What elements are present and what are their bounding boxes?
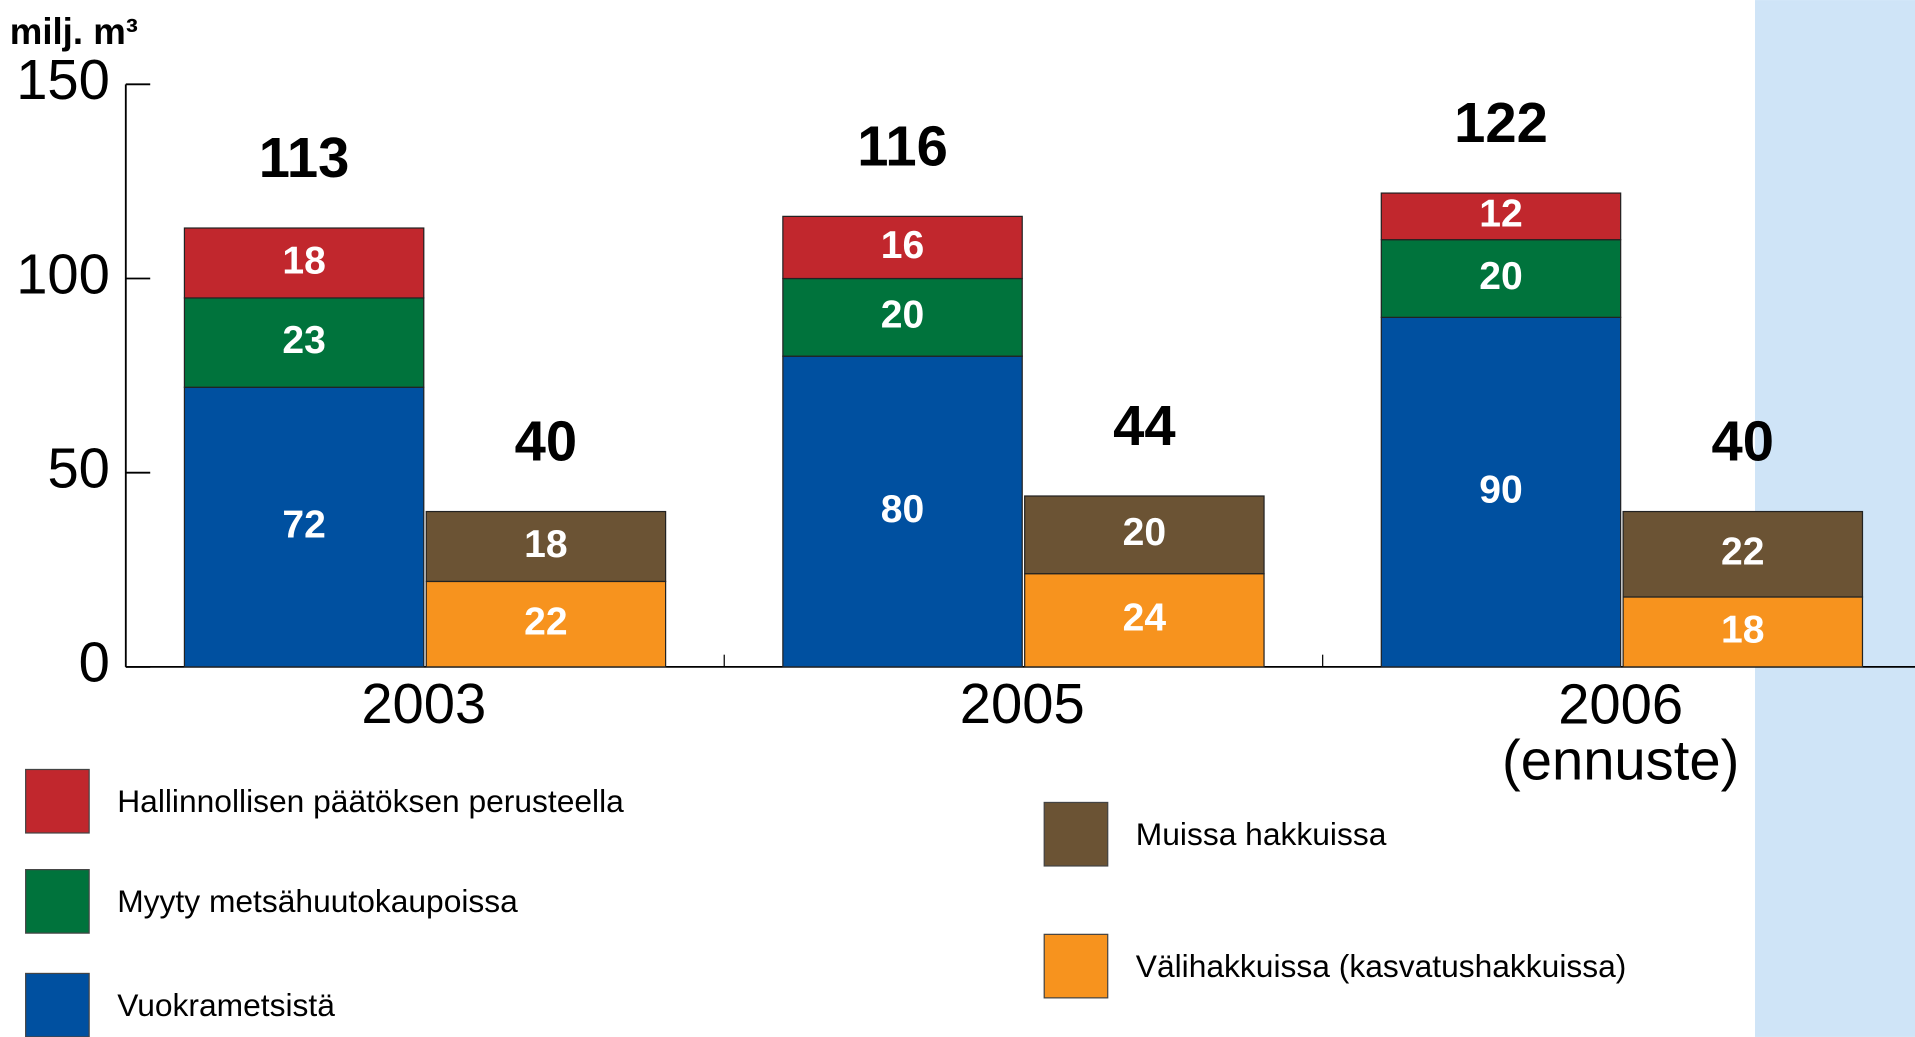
segment-label: 80 [881,488,924,531]
segment-label: 18 [1721,608,1764,651]
total-label: 40 [515,409,577,472]
x-tick-label-line: (ennuste) [1502,728,1739,791]
y-tick-label: 0 [79,631,110,694]
legend-label: Muissa hakkuissa [1136,816,1387,852]
segment-label: 16 [881,224,924,267]
bar-segment [425,510,667,583]
y-tick-label: 150 [16,48,110,111]
legend-swatch [25,869,90,934]
bar-segment [1380,316,1622,668]
x-tick-label: 2003 [361,672,486,735]
legend-swatch [25,768,90,834]
x-tick-label-line: 2006 [1558,672,1683,735]
bar-segment [1024,573,1265,668]
segment-label: 22 [524,600,567,643]
segment-label: 22 [1721,531,1764,574]
bar-segment [1380,192,1622,241]
segment-label: 18 [282,239,325,282]
legend-swatch [25,972,90,1037]
bar-segment [1622,510,1864,598]
segment-label: 18 [524,523,567,566]
total-label: 40 [1712,409,1774,472]
legend-label: Myyty metsähuutokaupoissa [117,883,518,919]
segment-label: 72 [282,503,325,546]
total-label: 122 [1454,91,1548,154]
segment-label: 12 [1479,193,1522,236]
segment-label: 20 [881,294,924,337]
legend-label: Hallinnollisen päätöksen perusteella [117,783,624,819]
total-label: 113 [259,126,350,189]
total-label: 116 [857,114,948,177]
bar-segment [425,580,667,668]
y-axis-label: milj. m³ [10,11,138,52]
bar-segment [183,386,425,668]
bar-segment [183,297,425,388]
bar-segment [782,355,1023,668]
total-label: 44 [1113,394,1175,457]
y-tick-label: 50 [47,437,109,500]
segment-label: 24 [1123,597,1167,640]
bar-segment [1380,239,1622,318]
bar-segment [782,215,1023,280]
segment-label: 23 [282,319,325,362]
bar-segment [1024,495,1265,575]
segment-label: 90 [1479,468,1522,511]
segment-label: 20 [1479,255,1522,298]
bar-segment [782,277,1023,357]
legend-swatch [1043,801,1109,867]
legend-label: Välihakkuissa (kasvatushakkuissa) [1136,948,1627,984]
bar-segment [183,227,425,299]
legend-label: Vuokrametsistä [117,987,335,1023]
x-tick-label: 2005 [960,672,1085,735]
x-tick-label: 2006 (ennuste) [1502,672,1739,791]
segment-label: 20 [1123,511,1166,554]
y-tick-label: 100 [16,242,110,305]
legend-swatch [1043,933,1109,999]
